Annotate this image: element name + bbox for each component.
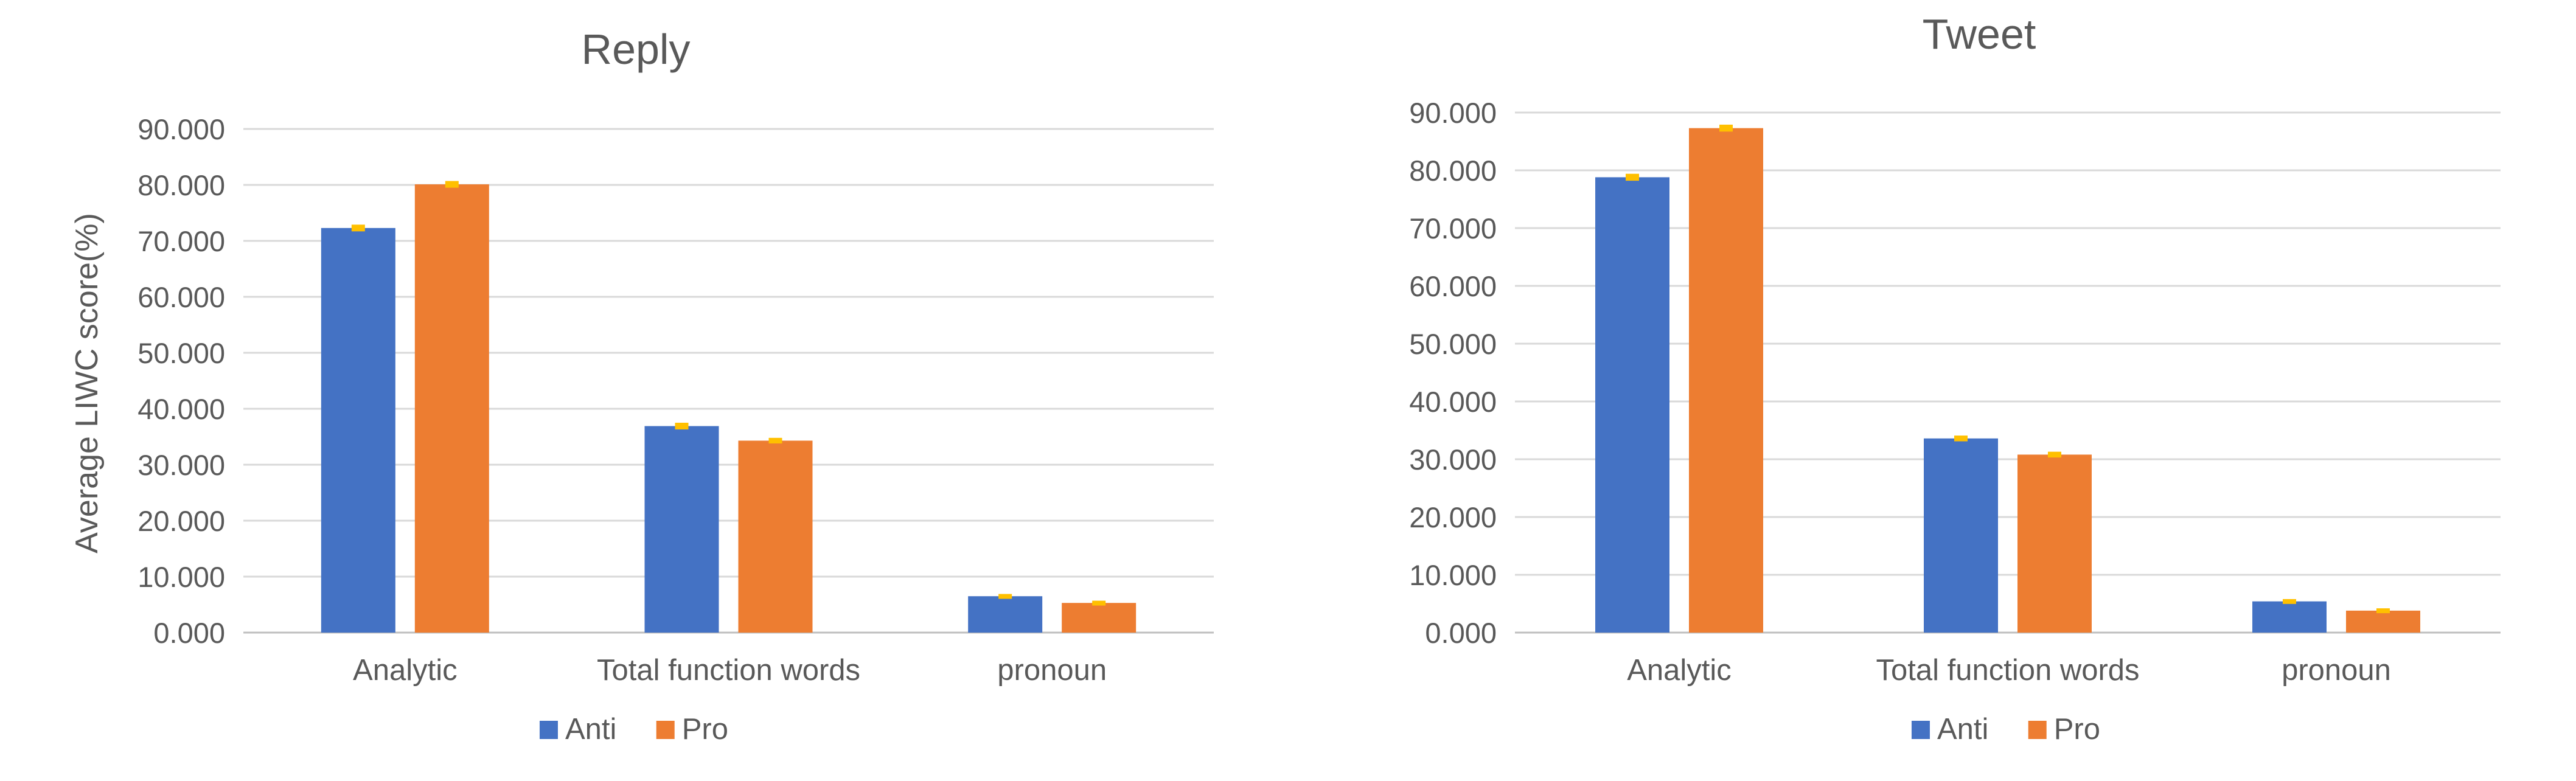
x-tick-labels: Analytic Total function words pronoun — [1627, 654, 2391, 687]
y-tick-labels: 0.000 10.000 20.000 30.000 40.000 50.000 60.00… — [1409, 97, 1497, 649]
legend: Anti Pro — [1911, 713, 2100, 746]
y-tick-label: 50.000 — [1409, 328, 1497, 360]
legend-label-anti: Anti — [565, 713, 616, 746]
bars — [1595, 128, 2420, 633]
bar-pro-3 — [1062, 603, 1137, 633]
bar-pro-1 — [1689, 128, 1763, 633]
x-tick-label: Analytic — [353, 654, 458, 687]
bar-pro-3 — [2346, 610, 2420, 633]
y-tick-label: 80.000 — [1409, 154, 1497, 187]
x-tick-labels: Analytic Total function words pronoun — [353, 654, 1107, 687]
x-tick-label: pronoun — [2282, 654, 2391, 687]
x-tick-label: pronoun — [997, 654, 1107, 687]
error-bar — [2376, 608, 2390, 614]
y-tick-label: 30.000 — [1409, 443, 1497, 476]
y-tick-label: 0.000 — [1425, 617, 1497, 649]
y-tick-label: 80.000 — [138, 169, 225, 201]
y-tick-label: 90.000 — [138, 113, 225, 145]
reply-chart: Reply Average LIWC score(%) 0.000 10.000 2… — [69, 26, 1214, 746]
error-bar — [768, 437, 782, 444]
chart-title: Tweet — [1923, 10, 2036, 58]
y-tick-label: 10.000 — [1409, 559, 1497, 591]
bar-anti-3 — [2252, 601, 2327, 633]
y-tick-label: 60.000 — [1409, 270, 1497, 302]
bar-pro-2 — [738, 440, 813, 633]
x-tick-label: Total function words — [597, 654, 860, 687]
gridlines — [1515, 111, 2501, 634]
y-axis-label: Average LIWC score(%) — [69, 213, 105, 554]
legend-swatch-pro — [2028, 721, 2047, 739]
y-tick-label: 30.000 — [138, 449, 225, 481]
error-bar — [2283, 599, 2296, 604]
y-tick-label: 40.000 — [138, 393, 225, 425]
legend: Anti Pro — [539, 713, 728, 746]
x-tick-label: Total function words — [1876, 654, 2139, 687]
bars — [321, 184, 1137, 633]
legend-swatch-anti — [539, 721, 558, 739]
tweet-chart: Tweet 0.000 10.000 20.000 30.000 40.000 50.00… — [1409, 10, 2501, 746]
error-bar — [1954, 436, 1968, 442]
bar-pro-2 — [2017, 454, 2092, 633]
error-bar — [1092, 600, 1106, 606]
legend-swatch-anti — [1911, 721, 1930, 739]
y-tick-labels: 0.000 10.000 20.000 30.000 40.000 50.000 60.00… — [138, 113, 225, 649]
y-tick-label: 70.000 — [138, 225, 225, 257]
y-tick-label: 20.000 — [138, 505, 225, 537]
legend-label-anti: Anti — [1937, 713, 1988, 746]
y-tick-label: 10.000 — [138, 561, 225, 593]
y-tick-label: 70.000 — [1409, 212, 1497, 245]
error-bar — [445, 181, 459, 188]
y-tick-label: 50.000 — [138, 337, 225, 369]
error-bar — [351, 224, 365, 232]
y-tick-label: 20.000 — [1409, 501, 1497, 533]
bar-anti-2 — [1924, 438, 1998, 633]
error-bar — [1719, 124, 1733, 132]
bar-anti-1 — [321, 227, 395, 633]
error-bar — [1626, 173, 1639, 181]
legend-label-pro: Pro — [2054, 713, 2100, 746]
y-tick-label: 0.000 — [153, 617, 225, 649]
x-tick-label: Analytic — [1627, 654, 1732, 687]
bar-anti-3 — [968, 596, 1043, 633]
error-bar — [2048, 451, 2061, 458]
chart-title: Reply — [582, 26, 691, 73]
error-bars — [351, 181, 1106, 606]
bar-anti-1 — [1595, 177, 1669, 633]
y-tick-label: 60.000 — [138, 281, 225, 313]
error-bars — [1626, 124, 2390, 614]
y-tick-label: 90.000 — [1409, 97, 1497, 129]
error-bar — [998, 594, 1012, 599]
bar-pro-1 — [414, 184, 489, 633]
legend-label-pro: Pro — [682, 713, 728, 746]
bar-anti-2 — [644, 426, 719, 633]
gridlines — [243, 128, 1214, 634]
legend-swatch-pro — [656, 721, 675, 739]
y-tick-label: 40.000 — [1409, 386, 1497, 418]
error-bar — [675, 423, 689, 430]
